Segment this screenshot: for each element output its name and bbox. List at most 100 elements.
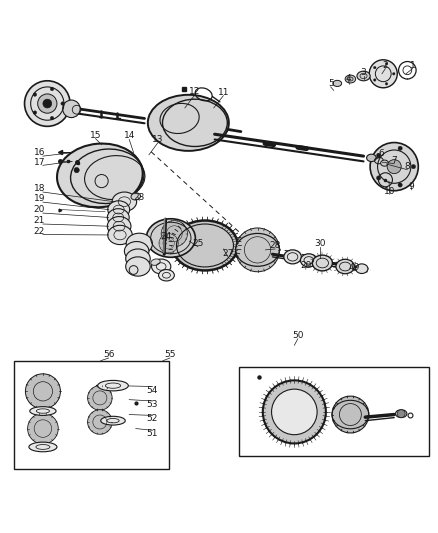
Circle shape — [28, 413, 58, 444]
Circle shape — [392, 72, 395, 75]
Text: 29: 29 — [300, 261, 311, 270]
Ellipse shape — [284, 250, 301, 264]
Ellipse shape — [126, 233, 152, 254]
Circle shape — [50, 116, 54, 120]
Bar — [239, 367, 429, 456]
Circle shape — [376, 176, 381, 180]
Ellipse shape — [126, 257, 150, 276]
Text: 49: 49 — [348, 263, 360, 272]
Ellipse shape — [151, 259, 160, 265]
Text: 4: 4 — [346, 74, 351, 83]
Circle shape — [25, 81, 70, 126]
Circle shape — [387, 159, 401, 174]
Circle shape — [25, 374, 60, 409]
Ellipse shape — [357, 71, 370, 81]
Circle shape — [88, 410, 112, 434]
Bar — [14, 361, 169, 469]
Ellipse shape — [152, 259, 171, 274]
Text: 8: 8 — [404, 162, 410, 171]
Text: 10: 10 — [384, 187, 396, 196]
Ellipse shape — [300, 254, 317, 267]
Ellipse shape — [146, 219, 195, 257]
Ellipse shape — [396, 410, 407, 418]
Text: 9: 9 — [409, 182, 415, 191]
Text: 12: 12 — [189, 87, 201, 96]
Circle shape — [332, 396, 369, 433]
Text: 1: 1 — [410, 61, 416, 69]
Text: 15: 15 — [90, 131, 101, 140]
Circle shape — [236, 228, 279, 272]
Circle shape — [61, 102, 64, 106]
Text: 6: 6 — [378, 149, 384, 158]
Text: 52: 52 — [147, 415, 158, 423]
Text: 14: 14 — [124, 132, 135, 141]
Circle shape — [161, 221, 187, 247]
Circle shape — [33, 111, 37, 114]
Ellipse shape — [57, 143, 143, 207]
Circle shape — [369, 60, 397, 88]
Text: 7: 7 — [391, 156, 397, 165]
Ellipse shape — [336, 259, 354, 274]
Ellipse shape — [312, 255, 332, 271]
Circle shape — [63, 100, 80, 118]
Text: 27: 27 — [222, 249, 233, 258]
Text: 18: 18 — [34, 184, 45, 193]
Ellipse shape — [101, 416, 125, 425]
Circle shape — [385, 83, 388, 85]
Text: 54: 54 — [147, 385, 158, 394]
Text: 21: 21 — [34, 216, 45, 225]
Text: 55: 55 — [164, 351, 176, 359]
Circle shape — [50, 87, 54, 91]
Ellipse shape — [172, 221, 238, 270]
Ellipse shape — [124, 241, 149, 261]
Text: 50: 50 — [292, 331, 304, 340]
Ellipse shape — [367, 154, 376, 161]
Circle shape — [43, 99, 52, 108]
Ellipse shape — [29, 442, 57, 452]
Circle shape — [88, 386, 112, 410]
Circle shape — [74, 167, 79, 173]
Text: 13: 13 — [152, 135, 163, 144]
Text: 19: 19 — [34, 194, 45, 203]
Ellipse shape — [148, 95, 229, 151]
Circle shape — [38, 94, 57, 113]
Ellipse shape — [30, 407, 56, 415]
Ellipse shape — [112, 192, 137, 211]
Ellipse shape — [345, 75, 356, 83]
Text: 20: 20 — [34, 205, 45, 214]
Text: 2: 2 — [383, 61, 388, 69]
Ellipse shape — [381, 160, 389, 166]
Text: 5: 5 — [328, 79, 334, 88]
Ellipse shape — [333, 80, 342, 86]
Text: 22: 22 — [34, 227, 45, 236]
Ellipse shape — [108, 225, 132, 245]
Circle shape — [263, 381, 326, 443]
Ellipse shape — [107, 209, 129, 226]
Text: 25: 25 — [192, 239, 204, 248]
Circle shape — [370, 142, 418, 191]
Circle shape — [397, 410, 405, 418]
Circle shape — [398, 146, 403, 150]
Text: 16: 16 — [34, 148, 45, 157]
Ellipse shape — [98, 381, 128, 391]
Ellipse shape — [126, 249, 150, 268]
Text: 30: 30 — [314, 239, 325, 248]
Circle shape — [159, 233, 178, 253]
Text: 17: 17 — [34, 158, 45, 167]
Circle shape — [374, 66, 376, 69]
Text: 51: 51 — [147, 429, 158, 438]
Ellipse shape — [131, 193, 141, 200]
Circle shape — [411, 165, 416, 169]
Circle shape — [272, 389, 317, 435]
Text: 11: 11 — [218, 87, 229, 96]
Ellipse shape — [107, 216, 131, 236]
Ellipse shape — [108, 201, 130, 219]
Ellipse shape — [356, 264, 368, 273]
Text: 53: 53 — [147, 400, 158, 409]
Circle shape — [385, 62, 388, 65]
Text: 28: 28 — [269, 241, 281, 250]
Text: 24: 24 — [160, 232, 171, 241]
Text: 3: 3 — [360, 68, 367, 77]
Circle shape — [398, 183, 403, 187]
Ellipse shape — [159, 270, 174, 281]
